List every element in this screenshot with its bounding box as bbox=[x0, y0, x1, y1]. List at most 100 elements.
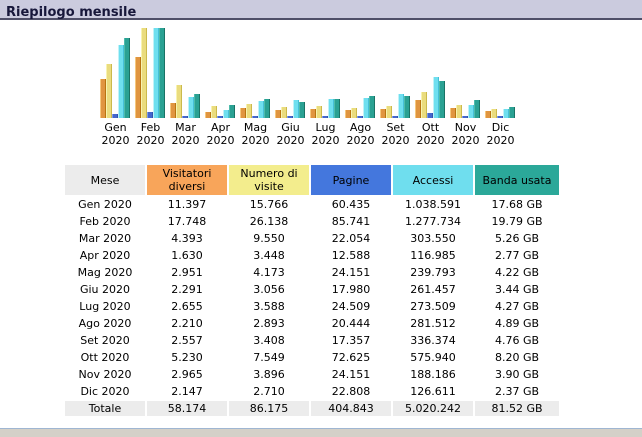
value-cell: 2.77 GB bbox=[494, 249, 540, 262]
value-cell: 20.444 bbox=[331, 317, 371, 330]
month-name: Gen bbox=[104, 121, 127, 134]
table-row: Gen 2020 11.397 15.766 60.435 1.038.591 17.68… bbox=[65, 197, 559, 212]
value-cell: 126.611 bbox=[410, 385, 456, 398]
value-cell: 19.79 GB bbox=[491, 215, 543, 228]
bar-group-set bbox=[380, 28, 410, 118]
value-cell: 17.68 GB bbox=[491, 198, 543, 211]
month-name: Set bbox=[386, 121, 405, 134]
value-cell: 4.76 GB bbox=[494, 334, 540, 347]
bar-accessi-apr bbox=[223, 110, 229, 118]
month-name: Feb bbox=[140, 121, 161, 134]
bar-numero-di-visite-ago bbox=[351, 108, 357, 118]
value-cell: 24.151 bbox=[331, 266, 371, 279]
value-cell: 4.173 bbox=[253, 266, 285, 279]
value-cell: 11.397 bbox=[167, 198, 207, 211]
bar-numero-di-visite-mar bbox=[176, 85, 182, 118]
bar-visitatori-diversi-mag bbox=[240, 108, 246, 118]
value-cell: 4.27 GB bbox=[494, 300, 540, 313]
bar-numero-di-visite-gen bbox=[106, 64, 112, 118]
value-cell: 3.448 bbox=[253, 249, 285, 262]
month-year: 2020 bbox=[241, 134, 270, 147]
monthly-summary-chart bbox=[100, 28, 525, 118]
value-cell: 26.138 bbox=[249, 215, 289, 228]
bar-numero-di-visite-apr bbox=[211, 106, 217, 118]
month-year: 2020 bbox=[416, 134, 445, 147]
month-name: Mar bbox=[175, 121, 196, 134]
bar-group-feb bbox=[135, 28, 165, 118]
bar-accessi-lug bbox=[328, 99, 334, 118]
value-cell: 4.89 GB bbox=[494, 317, 540, 330]
bar-group-ott bbox=[415, 28, 445, 118]
month-year: 2020 bbox=[101, 134, 130, 147]
bar-numero-di-visite-mag bbox=[246, 104, 252, 118]
value-cell: 2.965 bbox=[171, 368, 203, 381]
bar-pagine-ago bbox=[357, 116, 363, 118]
bar-accessi-feb bbox=[153, 28, 159, 118]
value-cell: 2.710 bbox=[253, 385, 285, 398]
bar-accessi-dic bbox=[503, 109, 509, 118]
table-row: Mar 2020 4.393 9.550 22.054 303.550 5.26 GB bbox=[65, 231, 559, 246]
table-row: Apr 2020 1.630 3.448 12.588 116.985 2.77 GB bbox=[65, 248, 559, 263]
value-cell: 239.793 bbox=[410, 266, 456, 279]
month-cell: Nov 2020 bbox=[78, 368, 132, 381]
column-header-visitatori-diversi: Visitatori diversi bbox=[147, 165, 227, 195]
month-year: 2020 bbox=[451, 134, 480, 147]
value-cell: 24.151 bbox=[331, 368, 371, 381]
month-cell: Gen 2020 bbox=[78, 198, 132, 211]
bar-banda-usata-gb-giu bbox=[299, 102, 305, 118]
value-cell: 24.509 bbox=[331, 300, 371, 313]
column-header-banda-usata: Banda usata bbox=[475, 165, 559, 195]
column-header-accessi: Accessi bbox=[393, 165, 473, 195]
bar-visitatori-diversi-gen bbox=[100, 79, 106, 118]
bar-accessi-nov bbox=[468, 105, 474, 118]
month-year: 2020 bbox=[206, 134, 235, 147]
value-cell: 281.512 bbox=[410, 317, 456, 330]
bar-group-gen bbox=[100, 28, 130, 118]
bar-accessi-ago bbox=[363, 98, 369, 118]
value-cell: 17.357 bbox=[331, 334, 371, 347]
bar-visitatori-diversi-set bbox=[380, 109, 386, 118]
bar-visitatori-diversi-lug bbox=[310, 109, 316, 118]
bar-pagine-apr bbox=[217, 116, 223, 118]
value-cell: 3.90 GB bbox=[494, 368, 540, 381]
value-cell: 1.038.591 bbox=[405, 198, 461, 211]
bar-numero-di-visite-lug bbox=[316, 106, 322, 118]
value-cell: 15.766 bbox=[249, 198, 289, 211]
bar-banda-usata-gb-feb bbox=[159, 28, 165, 118]
column-header-pagine: Pagine bbox=[311, 165, 391, 195]
bar-accessi-gen bbox=[118, 45, 124, 118]
bar-visitatori-diversi-nov bbox=[450, 108, 456, 118]
chart-month-labels: Gen 2020 Feb 2020 Mar 2020 Apr 2020 Mag 2020 Giu 20… bbox=[98, 121, 528, 147]
chart-month-label: Dic 2020 bbox=[483, 121, 518, 147]
bar-banda-usata-gb-ott bbox=[439, 81, 445, 118]
bar-group-nov bbox=[450, 28, 480, 118]
chart-month-label: Ott 2020 bbox=[413, 121, 448, 147]
value-cell: 2.37 GB bbox=[494, 385, 540, 398]
month-year: 2020 bbox=[486, 134, 515, 147]
bar-group-mag bbox=[240, 28, 270, 118]
bar-visitatori-diversi-mar bbox=[170, 103, 176, 118]
value-cell: 188.186 bbox=[410, 368, 456, 381]
chart-month-label: Set 2020 bbox=[378, 121, 413, 147]
chart-month-label: Nov 2020 bbox=[448, 121, 483, 147]
chart-month-label: Lug 2020 bbox=[308, 121, 343, 147]
month-name: Ago bbox=[349, 121, 372, 134]
value-cell: 273.509 bbox=[410, 300, 456, 313]
month-cell: Mar 2020 bbox=[78, 232, 132, 245]
value-cell: 336.374 bbox=[410, 334, 456, 347]
value-cell: 2.147 bbox=[171, 385, 203, 398]
bar-banda-usata-gb-mag bbox=[264, 99, 270, 118]
bar-banda-usata-gb-ago bbox=[369, 96, 375, 118]
bar-group-giu bbox=[275, 28, 305, 118]
horizontal-scrollbar-track[interactable] bbox=[0, 428, 642, 437]
value-cell: 5.26 GB bbox=[494, 232, 540, 245]
bar-visitatori-diversi-ott bbox=[415, 100, 421, 118]
bar-banda-usata-gb-gen bbox=[124, 38, 130, 118]
bar-numero-di-visite-feb bbox=[141, 28, 147, 118]
value-cell: 303.550 bbox=[410, 232, 456, 245]
chart-month-label: Mag 2020 bbox=[238, 121, 273, 147]
bar-pagine-lug bbox=[322, 116, 328, 118]
bar-banda-usata-gb-set bbox=[404, 96, 410, 118]
bar-banda-usata-gb-mar bbox=[194, 94, 200, 118]
chart-month-label: Mar 2020 bbox=[168, 121, 203, 147]
